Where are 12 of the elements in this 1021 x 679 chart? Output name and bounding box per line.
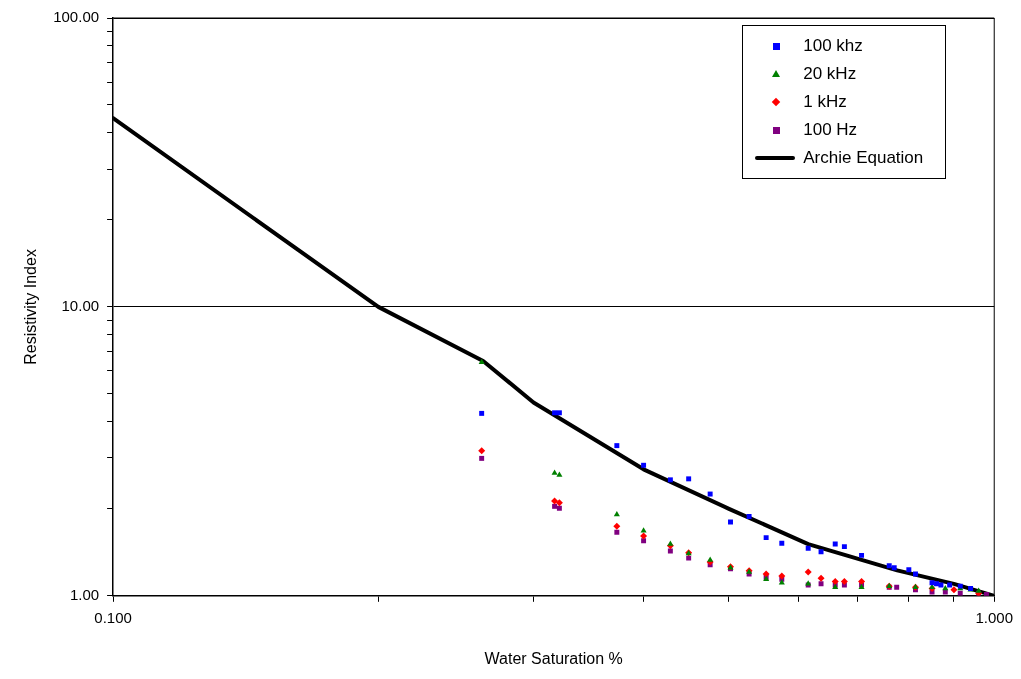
legend-label: 20 kHz	[803, 63, 857, 85]
legend-label: 1 kHz	[803, 91, 847, 113]
x-tick-label: 1.000	[975, 608, 1014, 626]
legend-label: 100 khz	[803, 35, 863, 57]
legend-label: 100 Hz	[803, 119, 858, 141]
y-tick-label: 1.00	[69, 585, 100, 603]
x-axis-title: Water Saturation %	[484, 649, 623, 667]
y-tick-label: 10.00	[61, 297, 100, 315]
x-tick-label: 0.100	[94, 608, 132, 626]
legend-label: Archie Equation	[803, 147, 924, 169]
y-tick-label: 100.00	[53, 8, 100, 26]
y-axis-title: Resistivity Index	[22, 249, 40, 365]
